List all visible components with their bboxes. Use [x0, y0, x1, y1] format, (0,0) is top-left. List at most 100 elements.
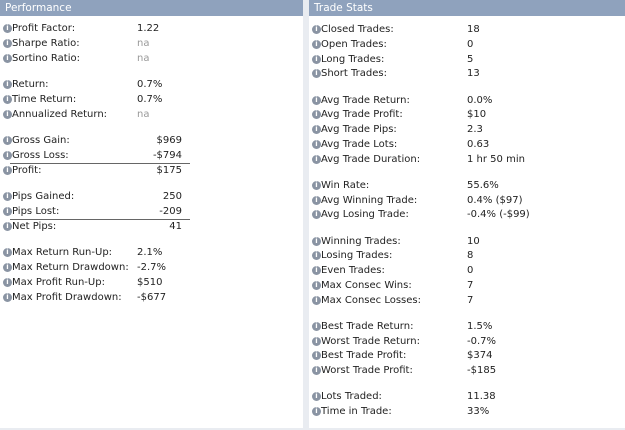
- info-icon[interactable]: i: [3, 192, 12, 201]
- info-icon[interactable]: i: [312, 210, 321, 220]
- stat-label: Worst Trade Profit:: [321, 365, 413, 377]
- stat-label: Gross Loss:: [12, 150, 69, 161]
- info-icon[interactable]: i: [312, 125, 321, 135]
- stat-value: 0.7%: [137, 94, 163, 105]
- stat-value: -2.7%: [137, 262, 167, 273]
- info-icon[interactable]: i: [3, 248, 12, 257]
- stat-row: i Max Return Drawdown: -2.7%: [0, 261, 303, 275]
- stat-row: i Return: 0.7%: [0, 78, 303, 92]
- info-icon[interactable]: i: [312, 321, 321, 331]
- stat-value: -$677: [137, 292, 167, 303]
- stat-row: i Closed Trades: 18: [309, 23, 625, 37]
- stat-label: Open Trades:: [321, 38, 387, 50]
- info-icon[interactable]: i: [3, 278, 12, 287]
- stat-row: i Long Trades: 5: [309, 53, 625, 67]
- info-icon[interactable]: i: [312, 236, 321, 246]
- stat-value: 11.38: [467, 391, 496, 403]
- stat-value: $969: [156, 135, 182, 146]
- info-icon[interactable]: i: [3, 207, 12, 216]
- stat-value: 10: [467, 235, 480, 247]
- stat-row: i Losing Trades: 8: [309, 249, 625, 263]
- info-icon[interactable]: i: [312, 25, 321, 34]
- stat-value: 2.3: [467, 124, 483, 136]
- stat-row: i Time Return: 0.7%: [0, 93, 303, 107]
- info-icon[interactable]: i: [312, 251, 321, 261]
- info-icon[interactable]: i: [312, 139, 321, 149]
- stat-value: na: [137, 38, 150, 49]
- info-icon[interactable]: i: [3, 222, 12, 231]
- stat-value: 5: [467, 53, 474, 65]
- info-icon[interactable]: i: [312, 280, 321, 290]
- info-icon[interactable]: i: [312, 39, 321, 49]
- info-icon[interactable]: i: [3, 110, 12, 119]
- info-icon[interactable]: i: [3, 263, 12, 272]
- stat-value: 0.4% ($97): [467, 194, 523, 206]
- info-icon[interactable]: i: [3, 151, 12, 160]
- stat-value: 0.0%: [467, 94, 493, 106]
- stat-row: i Worst Trade Return: -0.7%: [309, 335, 625, 349]
- stat-label: Profit Factor:: [12, 23, 76, 34]
- info-icon[interactable]: i: [312, 351, 321, 361]
- stat-label: Closed Trades:: [321, 24, 394, 35]
- stat-label: Net Pips:: [12, 221, 57, 232]
- info-icon[interactable]: i: [3, 39, 12, 48]
- info-icon[interactable]: i: [312, 336, 321, 346]
- stat-row: i Max Consec Losses: 7: [309, 294, 625, 308]
- info-icon[interactable]: i: [312, 195, 321, 205]
- stat-label: Even Trades:: [321, 265, 385, 277]
- stat-row: i Profit: $175: [0, 164, 303, 178]
- stat-value: 41: [169, 221, 182, 232]
- stat-label: Pips Gained:: [12, 191, 75, 202]
- panel-title: Performance: [0, 0, 303, 16]
- stat-value: 1.22: [137, 23, 160, 34]
- stat-row: i Gross Loss: -$794: [0, 149, 303, 163]
- info-icon[interactable]: i: [3, 80, 12, 89]
- info-icon[interactable]: i: [3, 136, 12, 145]
- info-icon[interactable]: i: [312, 295, 321, 305]
- info-icon[interactable]: i: [312, 392, 321, 402]
- info-icon[interactable]: i: [312, 69, 321, 79]
- stat-label: Worst Trade Return:: [321, 335, 420, 347]
- stat-row: i Avg Trade Profit: $10: [309, 108, 625, 122]
- stat-row: i Avg Trade Lots: 0.63: [309, 138, 625, 152]
- stat-row: i Avg Losing Trade: -0.4% (-$99): [309, 208, 625, 222]
- info-icon[interactable]: i: [312, 154, 321, 164]
- info-icon[interactable]: i: [312, 95, 321, 105]
- stat-value: 1 hr 50 min: [467, 153, 525, 165]
- stat-label: Short Trades:: [321, 68, 387, 80]
- stat-row: i Annualized Return: na: [0, 108, 303, 122]
- stat-row: i Short Trades: 13: [309, 67, 625, 81]
- stat-label: Max Return Drawdown:: [12, 262, 129, 273]
- stat-label: Losing Trades:: [321, 250, 393, 262]
- stat-row: i Avg Trade Duration: 1 hr 50 min: [309, 153, 625, 167]
- info-icon[interactable]: i: [3, 24, 12, 33]
- stat-label: Profit:: [12, 165, 42, 176]
- stat-label: Winning Trades:: [321, 235, 401, 247]
- info-icon[interactable]: i: [312, 180, 321, 190]
- stat-row: i Pips Gained: 250: [0, 190, 303, 204]
- stat-row: i Win Rate: 55.6%: [309, 179, 625, 193]
- stat-label: Annualized Return:: [12, 109, 108, 120]
- info-icon[interactable]: i: [312, 407, 321, 417]
- info-icon[interactable]: i: [3, 95, 12, 104]
- stat-value: 8: [467, 250, 474, 262]
- stat-label: Sortino Ratio:: [12, 53, 80, 64]
- stat-label: Avg Trade Return:: [321, 94, 410, 106]
- info-icon[interactable]: i: [3, 54, 12, 63]
- info-icon[interactable]: i: [312, 266, 321, 276]
- info-icon[interactable]: i: [3, 293, 12, 302]
- stat-row: i Net Pips: 41: [0, 220, 303, 234]
- info-icon[interactable]: i: [312, 110, 321, 120]
- info-icon[interactable]: i: [312, 366, 321, 376]
- info-icon[interactable]: i: [312, 54, 321, 64]
- stat-label: Avg Trade Pips:: [321, 124, 397, 136]
- stat-value: 18: [467, 24, 480, 35]
- panel-title: Trade Stats: [309, 0, 625, 16]
- info-icon[interactable]: i: [3, 166, 12, 175]
- stat-row: i Lots Traded: 11.38: [309, 390, 625, 404]
- stat-value: $374: [467, 350, 493, 362]
- stat-label: Time in Trade:: [321, 406, 392, 418]
- stat-label: Win Rate:: [321, 179, 370, 191]
- stat-row: i Even Trades: 0: [309, 264, 625, 278]
